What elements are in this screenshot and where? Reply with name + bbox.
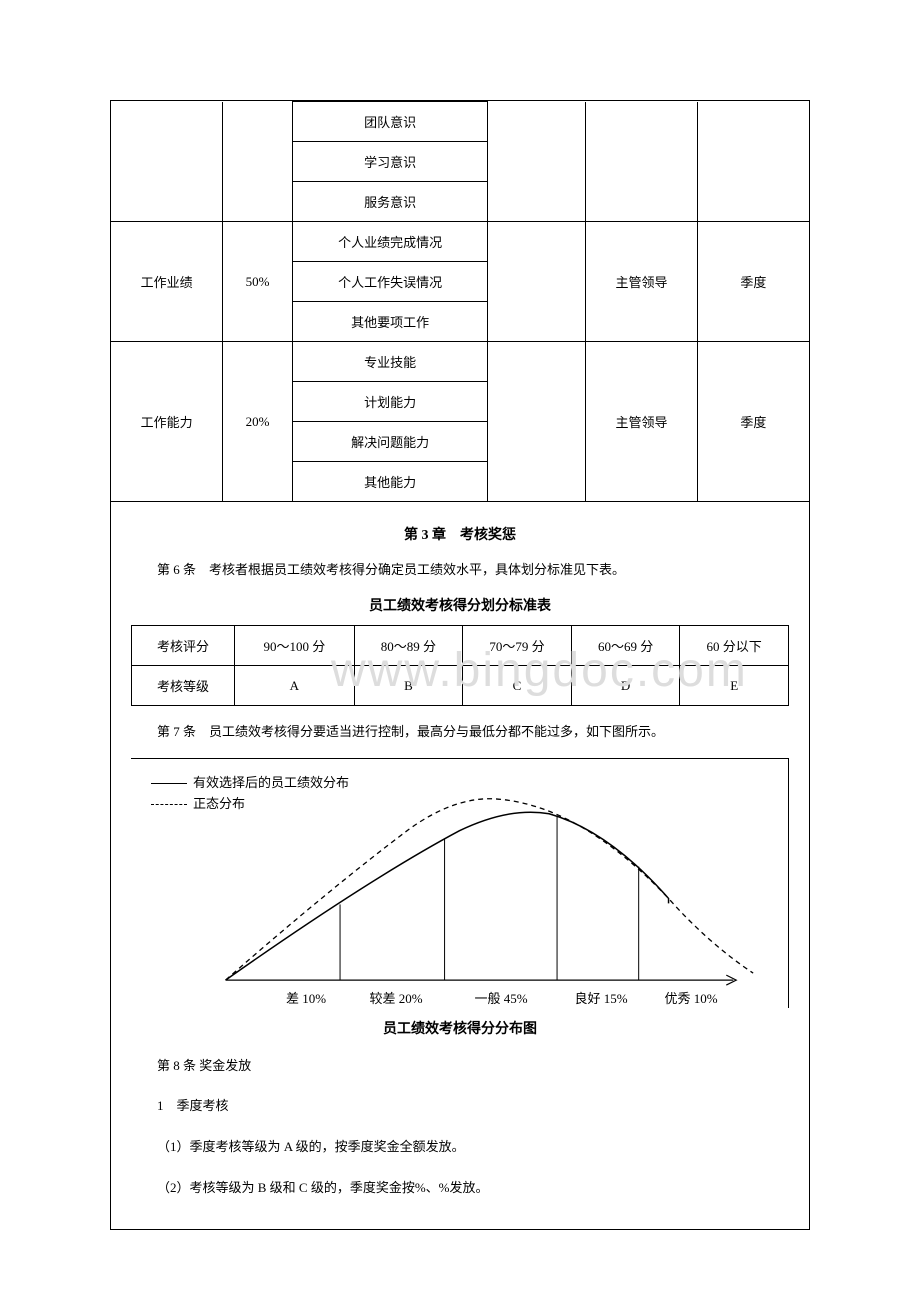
grade-header: 60～69 分 [571,626,680,666]
metric-cell: 解决问题能力 [292,422,487,462]
grade-cell: D [571,666,680,706]
bin-label: 一般 45% [474,988,527,1007]
sub-1: 1 季度考核 [131,1094,789,1119]
metric-cell: 服务意识 [292,182,487,222]
normal-curve [226,799,754,980]
grade-header: 70～79 分 [463,626,572,666]
group-weight: 50% [223,222,293,342]
table-row: 工作能力 20% 专业技能 主管领导 季度 [111,342,809,382]
grade-cell: B [354,666,463,706]
table-row: 工作业绩 50% 个人业绩完成情况 主管领导 季度 [111,222,809,262]
table-row: 服务意识 [111,182,809,222]
metric-cell: 其他要项工作 [292,302,487,342]
grade-header: 90～100 分 [235,626,355,666]
period-cell: 季度 [697,222,809,342]
article-6: 第 6 条 考核者根据员工绩效考核得分确定员工绩效水平，具体划分标准见下表。 [131,558,789,581]
grade-cell: E [680,666,789,706]
assessor-cell: 主管领导 [586,342,698,502]
article-7: 第 7 条 员工绩效考核得分要适当进行控制，最高分与最低分都不能过多，如下图所示… [131,720,789,743]
bin-label: 优秀 10% [664,988,717,1007]
sub-1-1: （1）季度考核等级为 A 级的，按季度奖金全额发放。 [131,1135,789,1160]
group-label: 工作能力 [111,342,223,502]
grade-header: 80～89 分 [354,626,463,666]
content-section: 第 3 章 考核奖惩 第 6 条 考核者根据员工绩效考核得分确定员工绩效水平，具… [111,502,809,1229]
metric-cell: 计划能力 [292,382,487,422]
metric-cell: 个人业绩完成情况 [292,222,487,262]
grade-cell: 考核等级 [132,666,235,706]
metric-cell: 学习意识 [292,142,487,182]
chart-caption: 员工绩效考核得分分布图 [131,1018,789,1038]
table-row: 考核评分 90～100 分 80～89 分 70～79 分 60～69 分 60… [132,626,789,666]
metric-cell: 专业技能 [292,342,487,382]
group-weight: 20% [223,342,293,502]
grade-header: 考核评分 [132,626,235,666]
selected-curve [226,812,669,980]
assessment-table: 团队意识 学习意识 服务意识 工作业绩 50% 个人业绩完成情况 [111,101,809,502]
table-row: 考核等级 A B C D E [132,666,789,706]
grade-table-caption: 员工绩效考核得分划分标准表 [131,595,789,615]
bin-label: 差 10% [286,988,326,1007]
period-cell: 季度 [697,342,809,502]
bin-label: 良好 15% [574,988,627,1007]
sub-1-2: （2）考核等级为 B 级和 C 级的，季度奖金按%、%发放。 [131,1176,789,1201]
distribution-chart: 有效选择后的员工绩效分布 正态分布 差 10% 较差 20% [131,758,789,1008]
table-row: 学习意识 [111,142,809,182]
grade-header: 60 分以下 [680,626,789,666]
group-label: 工作业绩 [111,222,223,342]
document-frame: 团队意识 学习意识 服务意识 工作业绩 50% 个人业绩完成情况 [110,100,810,1230]
metric-cell: 个人工作失误情况 [292,262,487,302]
metric-cell: 其他能力 [292,462,487,502]
assessor-cell: 主管领导 [586,222,698,342]
chapter-title: 第 3 章 考核奖惩 [131,524,789,544]
grade-cell: A [235,666,355,706]
grade-cell: C [463,666,572,706]
grade-table: 考核评分 90～100 分 80～89 分 70～79 分 60～69 分 60… [131,625,789,706]
table-row: 团队意识 [111,102,809,142]
chart-svg [131,759,788,1008]
bin-label: 较差 20% [369,988,422,1007]
metric-cell: 团队意识 [292,102,487,142]
article-8: 第 8 条 奖金发放 [131,1054,789,1079]
